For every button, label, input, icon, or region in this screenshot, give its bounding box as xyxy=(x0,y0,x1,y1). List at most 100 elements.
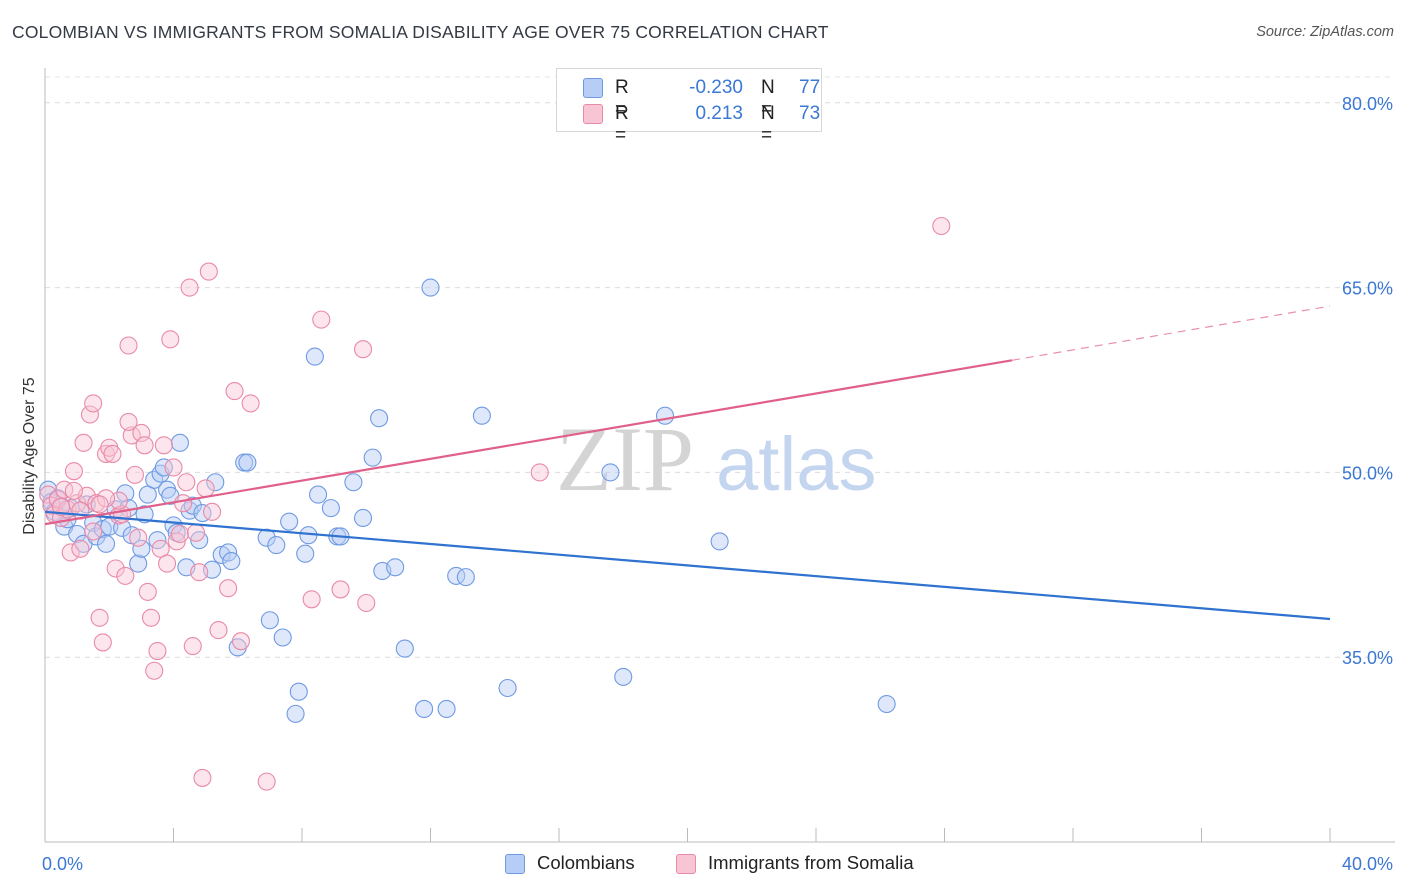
data-point xyxy=(55,480,74,499)
y-axis-label: Disability Age Over 75 xyxy=(21,377,38,535)
data-point xyxy=(280,512,299,531)
data-point xyxy=(296,544,315,563)
data-point xyxy=(116,484,135,503)
data-point xyxy=(302,590,321,609)
data-point xyxy=(225,382,244,401)
data-point xyxy=(68,524,87,544)
data-point xyxy=(135,436,154,455)
data-point xyxy=(90,608,109,627)
data-point xyxy=(472,406,491,425)
data-point xyxy=(415,699,434,718)
data-point xyxy=(421,278,440,297)
data-point xyxy=(206,473,225,492)
data-point xyxy=(257,528,276,547)
data-point xyxy=(174,494,193,513)
grid-layer xyxy=(45,76,1395,658)
data-point xyxy=(80,405,100,424)
data-point xyxy=(357,593,376,613)
data-point xyxy=(331,580,350,599)
data-point xyxy=(116,566,135,585)
data-point xyxy=(177,473,196,492)
series-layer xyxy=(39,216,951,791)
data-point xyxy=(74,433,93,452)
correlation-legend: R = -0.230 N = 77 R = 0.213 N = 73 xyxy=(556,68,822,146)
data-point xyxy=(186,523,206,542)
data-point xyxy=(199,262,218,281)
data-point xyxy=(219,579,238,598)
x-tick-label: 0.0% xyxy=(42,854,83,874)
data-point xyxy=(96,534,116,553)
axes-layer xyxy=(44,68,1395,843)
data-point xyxy=(267,536,286,555)
data-point xyxy=(241,394,260,413)
data-point xyxy=(180,278,199,297)
data-point xyxy=(193,504,212,523)
data-point xyxy=(530,463,549,482)
data-point xyxy=(145,661,164,680)
data-point xyxy=(170,524,189,544)
data-point xyxy=(148,641,167,661)
data-point xyxy=(655,406,675,425)
legend-n-value: 77 xyxy=(799,77,821,98)
data-point xyxy=(52,497,71,516)
data-point xyxy=(103,444,122,463)
data-point xyxy=(193,768,212,787)
series-label-colombians: Colombians xyxy=(537,852,635,873)
data-point xyxy=(183,637,202,656)
data-point xyxy=(135,505,154,524)
data-point xyxy=(84,522,103,541)
watermark: ZIP atlas xyxy=(556,408,877,510)
legend-r-label: R = xyxy=(615,103,629,146)
legend-r-label: R = xyxy=(615,77,629,120)
series-swatch-somalia xyxy=(676,854,696,874)
data-point xyxy=(231,632,251,651)
data-point xyxy=(129,528,148,547)
data-point xyxy=(370,409,389,428)
data-point xyxy=(386,558,405,577)
data-point xyxy=(164,458,183,477)
data-point xyxy=(119,412,138,431)
data-point xyxy=(125,465,144,484)
legend-r-value: 0.213 xyxy=(695,103,743,124)
legend-n-label: N = xyxy=(761,103,775,146)
y-tick-label: 35.0% xyxy=(1342,648,1393,668)
data-point xyxy=(601,463,620,482)
data-point xyxy=(273,628,292,647)
watermark-atlas: atlas xyxy=(716,422,877,507)
data-point xyxy=(161,330,180,349)
data-point xyxy=(877,694,896,714)
data-point xyxy=(71,539,90,558)
y-tick-label: 65.0% xyxy=(1342,279,1393,299)
trend-layer xyxy=(44,305,1331,621)
series-swatch-colombians xyxy=(505,854,525,874)
data-point xyxy=(119,336,138,355)
series-label-somalia: Immigrants from Somalia xyxy=(708,852,914,873)
data-point xyxy=(93,633,112,652)
data-point xyxy=(154,458,173,477)
data-point xyxy=(344,473,363,492)
data-point xyxy=(286,704,305,723)
data-point xyxy=(309,485,328,504)
data-point xyxy=(353,508,373,528)
trend-line-somalia-extension xyxy=(1011,305,1331,361)
x-tick-label: 40.0% xyxy=(1342,854,1393,874)
y-tick-label: 80.0% xyxy=(1342,94,1393,114)
data-point xyxy=(498,678,517,698)
data-point xyxy=(106,559,125,578)
data-point xyxy=(614,667,633,686)
data-point xyxy=(710,532,729,551)
data-point xyxy=(437,699,456,718)
legend-swatch-somalia xyxy=(583,104,603,124)
data-point xyxy=(141,608,161,627)
data-point xyxy=(395,639,414,658)
data-point xyxy=(209,621,228,640)
data-point xyxy=(84,394,103,413)
data-point xyxy=(456,568,475,587)
data-point xyxy=(64,462,83,481)
legend-swatch-colombians xyxy=(583,78,603,98)
data-point xyxy=(238,453,257,472)
data-point xyxy=(312,310,331,329)
chart-title: COLOMBIAN VS IMMIGRANTS FROM SOMALIA DIS… xyxy=(12,22,829,42)
data-point xyxy=(305,347,324,366)
